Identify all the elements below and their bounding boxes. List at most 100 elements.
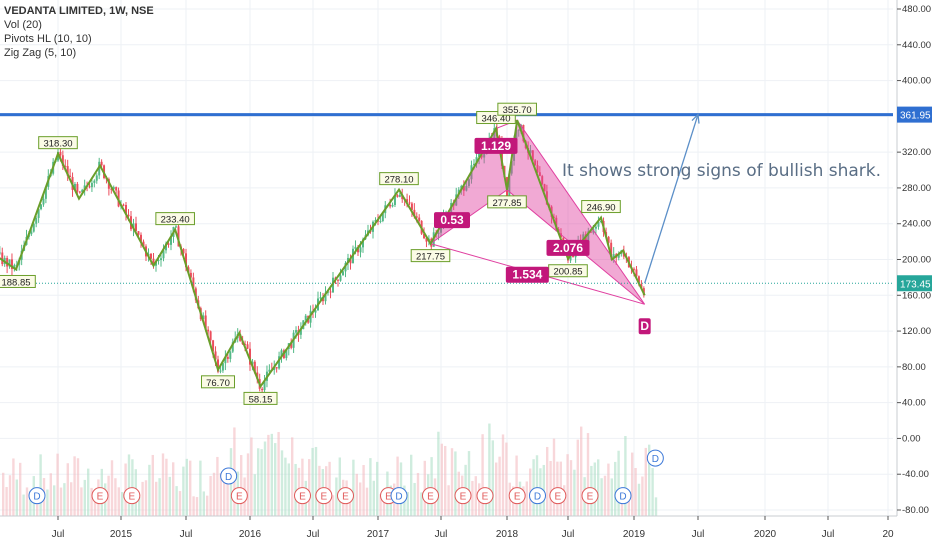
time-axis-label: Jul (180, 529, 193, 540)
volume-bar (631, 452, 634, 516)
forecast-arrow-line (644, 114, 699, 284)
candle-body (354, 246, 357, 249)
volume-bar (121, 492, 124, 516)
pivot-label-box (410, 249, 451, 263)
candle-body (337, 279, 339, 281)
time-axis-label: Jul (692, 529, 705, 540)
volume-bar (202, 491, 205, 516)
candle-body (64, 165, 67, 167)
candle-body (142, 241, 145, 247)
candle-body (59, 151, 62, 156)
volume-bar (76, 458, 80, 516)
volume-bar (505, 442, 508, 516)
pivot-label-box (201, 375, 235, 389)
candle-body (396, 195, 399, 197)
volume-bar (532, 459, 535, 516)
candle-body (231, 342, 234, 352)
volume-bar (637, 483, 641, 516)
candle-body (175, 226, 177, 228)
volume-bar (165, 458, 168, 516)
resistance-price-label: 361.95 (900, 111, 931, 122)
candle-body (115, 187, 118, 191)
volume-bar (491, 440, 494, 516)
price-axis-label: 160.00 (902, 290, 931, 301)
volume-bar (36, 495, 39, 516)
volume-bar (335, 477, 338, 516)
volume-bar (552, 438, 556, 516)
volume-bar (25, 487, 29, 516)
candle-body (379, 220, 382, 222)
time-axis-label: 2017 (367, 529, 390, 540)
candle-body (40, 204, 43, 210)
time-axis-label: Jul (822, 529, 835, 540)
volume-bar (355, 473, 358, 516)
volume-bar (607, 463, 610, 516)
candle-body (185, 253, 187, 268)
volume-bar (338, 457, 341, 516)
volume-bar (209, 476, 212, 516)
volume-bar (15, 479, 18, 516)
candle-body (212, 340, 215, 352)
dividend-marker-label: D (225, 472, 232, 483)
volume-bar (66, 463, 69, 516)
candle-body (418, 217, 421, 221)
indicator-volume[interactable]: Vol (20) (4, 19, 42, 31)
candle-body (555, 217, 558, 230)
ratio-label: 2.076 (553, 241, 583, 255)
ratio-label: 0.53 (440, 213, 464, 227)
volume-bar (274, 443, 277, 516)
time-axis-label: Jul (435, 529, 448, 540)
candle-body (541, 176, 544, 185)
volume-bar (308, 459, 311, 516)
volume-bar (219, 472, 222, 516)
candle-body (135, 223, 137, 232)
volume-bar (127, 454, 131, 516)
volume-bar (182, 466, 185, 516)
candle-body (543, 184, 546, 192)
volume-bar (328, 461, 331, 516)
volume-bar (406, 492, 409, 516)
volume-bar (430, 457, 433, 516)
volume-bar (46, 489, 49, 516)
volume-bar (141, 481, 144, 516)
candle-body (478, 152, 481, 158)
ratio-label-box (474, 137, 518, 154)
candle-body (462, 185, 465, 191)
volume-bar (263, 441, 267, 516)
candle-body (229, 351, 232, 359)
time-axis-label: 2020 (754, 529, 777, 540)
candle-body (167, 243, 170, 245)
volume-bar (535, 455, 539, 516)
indicator-pivots[interactable]: Pivots HL (10, 10) (4, 33, 92, 45)
candle-body (607, 236, 610, 243)
candle-body (637, 276, 640, 285)
price-axis-label: 440.00 (902, 40, 931, 51)
volume-bar (614, 461, 617, 516)
volume-bar (410, 454, 413, 516)
candle-body (413, 209, 416, 217)
volume-bar (440, 443, 443, 516)
pivot-label-box (0, 274, 36, 288)
volume-bar (603, 475, 607, 516)
indicator-zigzag[interactable]: Zig Zag (5, 10) (4, 47, 77, 59)
volume-bar (648, 444, 651, 516)
harmonic-point-box (638, 318, 651, 335)
candle-body (30, 231, 33, 235)
candle-body (425, 238, 428, 242)
candle-body (219, 370, 222, 372)
pivot-label: 233.40 (161, 215, 190, 226)
candle-body (209, 331, 212, 341)
symbol-title[interactable]: VEDANTA LIMITED, 1W, NSE (4, 5, 154, 17)
candle-body (633, 268, 635, 270)
volume-bar (155, 481, 158, 516)
volume-bar (627, 490, 630, 516)
candle-body (204, 315, 207, 330)
volume-bar (260, 449, 263, 516)
pivot-label-box (497, 102, 537, 116)
candle-body (160, 258, 162, 261)
volume-bar (359, 482, 362, 516)
pivot-label: 318.30 (43, 139, 72, 150)
volume-bar (56, 453, 59, 516)
volume-bar (654, 497, 658, 516)
